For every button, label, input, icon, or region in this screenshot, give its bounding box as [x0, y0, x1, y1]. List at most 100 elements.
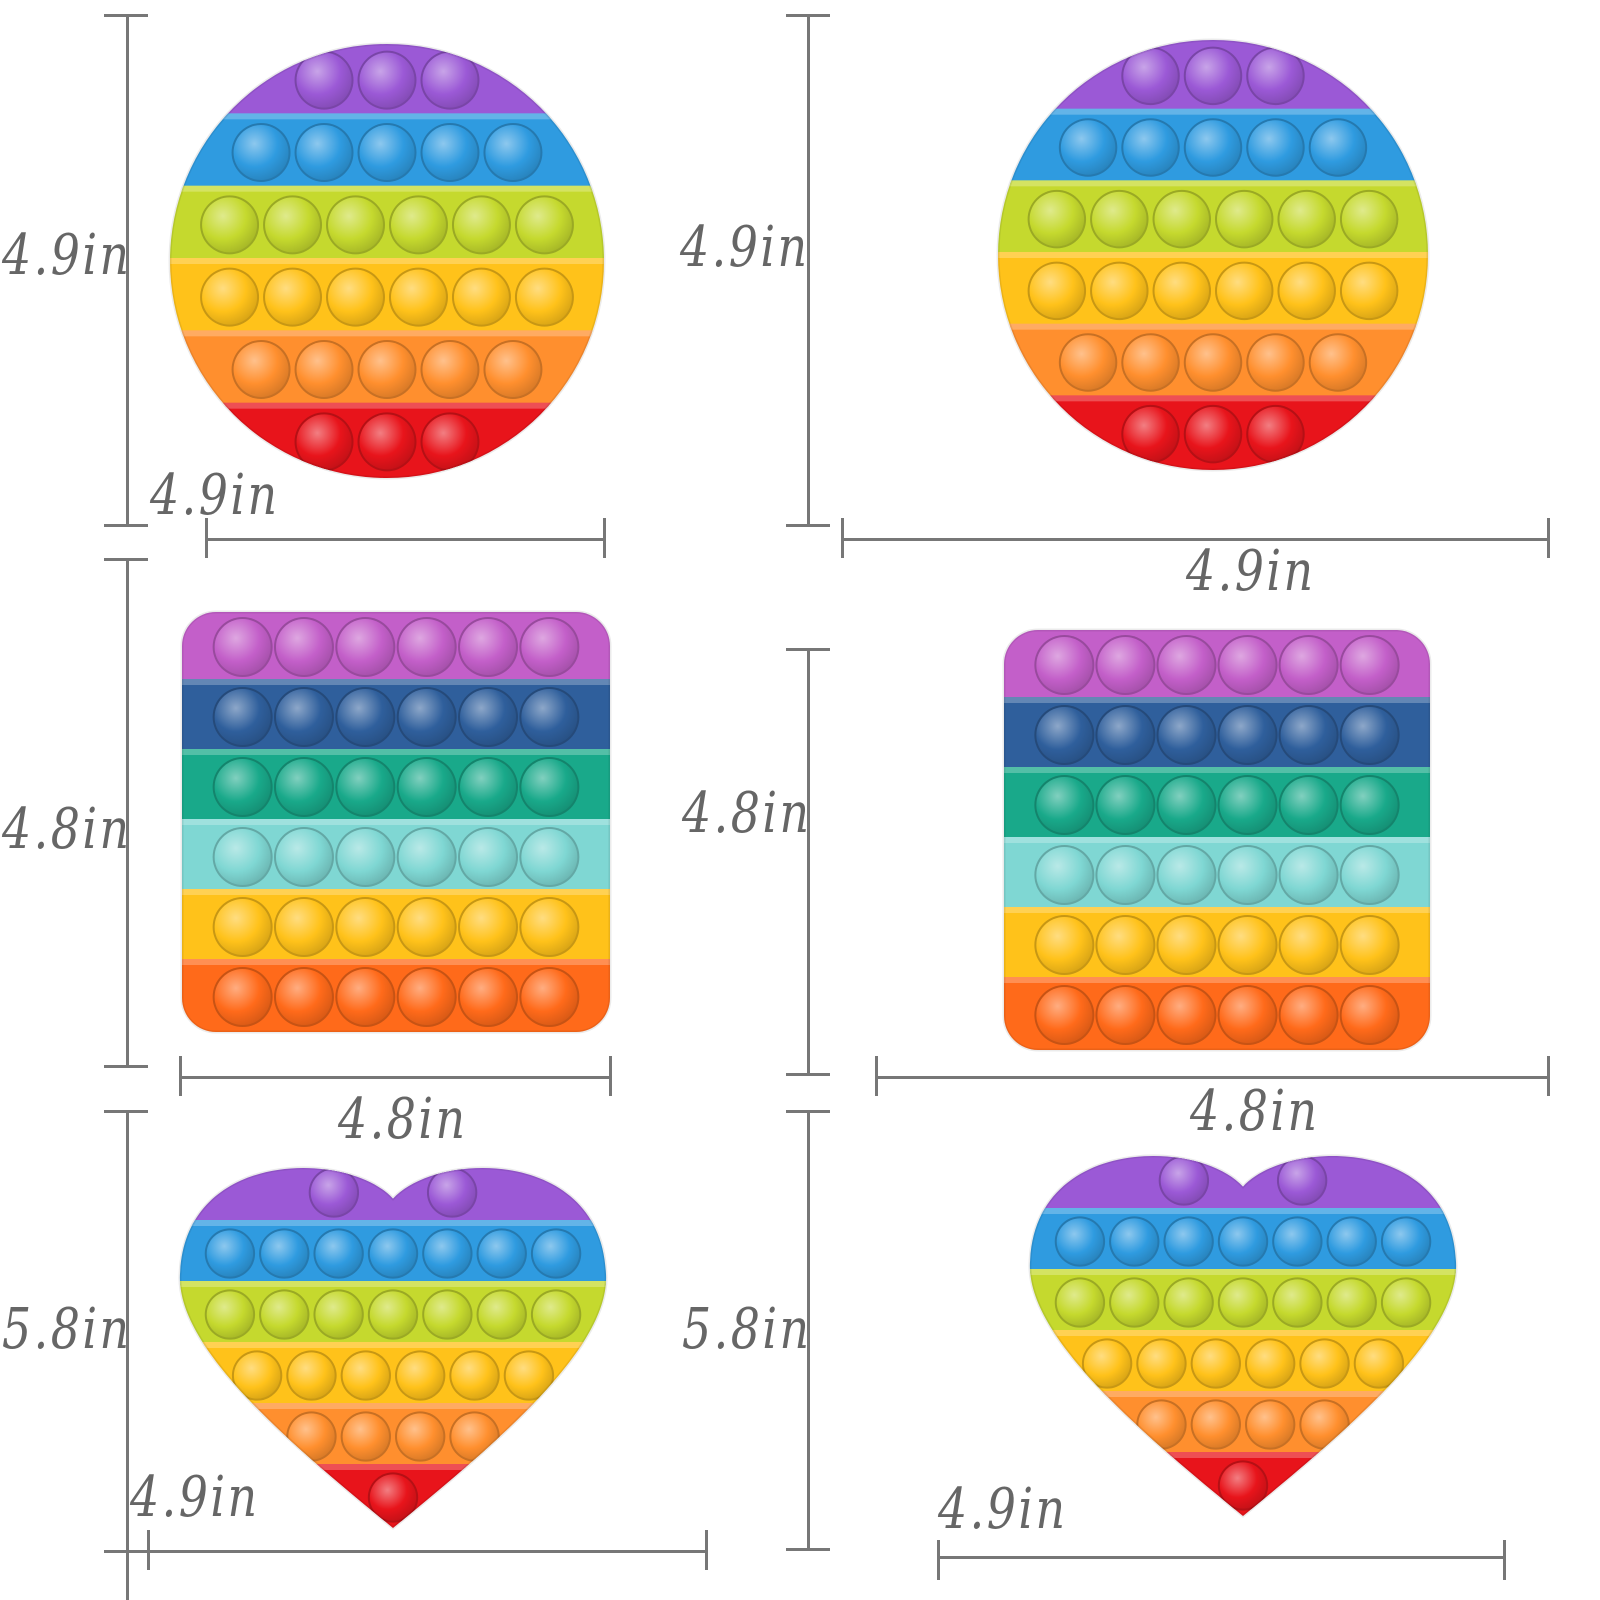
pop-bubble [1123, 335, 1178, 390]
pop-bubble [521, 759, 578, 815]
pop-bubble [1036, 777, 1093, 833]
dimension-cap [786, 1073, 830, 1076]
toy-outline [1002, 628, 1432, 1052]
pop-bubble [359, 52, 415, 108]
color-band [179, 1167, 607, 1224]
pop-bubble [1154, 191, 1209, 247]
pop-bubble [1056, 1279, 1104, 1326]
pop-bubble [460, 759, 517, 815]
height-dimension-line [807, 14, 810, 526]
pop-bubble [1280, 987, 1337, 1043]
dimension-cap [609, 1056, 612, 1096]
pop-bubble [1092, 263, 1147, 319]
pop-bubble [1158, 637, 1215, 693]
height-dimension-line [126, 14, 129, 526]
pop-bubble [1278, 1157, 1326, 1204]
height-dimension-line [807, 648, 810, 1076]
square-pop-toy [180, 610, 612, 1034]
pop-bubble [1341, 847, 1398, 903]
height-label: 4.9in [680, 215, 810, 280]
pop-bubble [1138, 1401, 1185, 1448]
band-divider [1004, 767, 1430, 773]
pop-bubble [1111, 1279, 1158, 1326]
height-label: 4.8in [682, 781, 812, 846]
pop-bubble [424, 1291, 471, 1338]
pop-bubble [1274, 1218, 1321, 1265]
pop-bubble [214, 689, 271, 745]
pop-bubble [398, 969, 455, 1025]
pop-bubble [288, 1352, 335, 1399]
pop-bubble [1219, 707, 1276, 763]
pop-bubble [1341, 987, 1398, 1043]
width-label: 4.8in [338, 1087, 468, 1152]
pop-bubble [275, 689, 332, 745]
pop-bubble [398, 899, 455, 955]
height-dimension-line [126, 558, 129, 1068]
pop-bubble [1248, 48, 1303, 104]
pop-bubble [460, 969, 517, 1025]
pop-bubble [1111, 1218, 1158, 1265]
band-divider [1029, 1208, 1457, 1214]
pop-bubble [1328, 1218, 1375, 1265]
band-divider [998, 180, 1428, 187]
pop-bubble [275, 759, 332, 815]
pop-bubble [214, 899, 271, 955]
width-dimension-line [180, 1076, 612, 1079]
pop-bubble [428, 1169, 476, 1216]
pop-bubble [391, 269, 446, 325]
color-band [1029, 1155, 1457, 1212]
toy-outline [996, 38, 1430, 472]
pop-bubble [1185, 406, 1241, 462]
pop-bubble [1219, 1218, 1267, 1265]
dimension-cap [104, 558, 148, 561]
pop-bubble [1248, 120, 1303, 175]
pop-bubble [1274, 1279, 1321, 1326]
pop-bubble [342, 1413, 389, 1460]
dimension-cap [603, 518, 606, 558]
pop-bubble [1158, 777, 1215, 833]
pop-bubble [1219, 777, 1276, 833]
pop-bubble [214, 829, 271, 885]
pop-bubble [1247, 1340, 1294, 1387]
pop-bubble [206, 1291, 254, 1338]
pop-bubble [1217, 191, 1272, 247]
pop-bubble [391, 197, 446, 253]
width-label: 4.8in [1190, 1079, 1320, 1144]
pop-bubble [1036, 987, 1093, 1043]
pop-bubble [398, 619, 455, 675]
pop-bubble [206, 1230, 254, 1277]
pop-bubble [516, 197, 572, 253]
pop-bubble [397, 1352, 444, 1399]
dimension-cap [1503, 1540, 1506, 1580]
pop-bubble [1279, 263, 1334, 319]
pop-bubble [460, 829, 517, 885]
pop-bubble [275, 899, 332, 955]
pop-bubble [1219, 637, 1276, 693]
pop-bubble [233, 342, 289, 397]
dimension-cap [1547, 1056, 1550, 1096]
pop-bubble [1310, 335, 1366, 390]
band-divider [170, 113, 604, 120]
pop-bubble [1279, 191, 1334, 247]
pop-bubble [485, 342, 541, 397]
pop-bubble [214, 969, 271, 1025]
band-divider [1029, 1330, 1457, 1336]
pop-bubble [521, 829, 578, 885]
pop-bubble [532, 1291, 580, 1338]
pop-bubble [1310, 120, 1366, 175]
width-dimension-line [842, 538, 1550, 541]
dimension-cap [841, 518, 844, 558]
dimension-cap [179, 1056, 182, 1096]
dimension-cap [875, 1056, 878, 1096]
pop-bubble [1192, 1401, 1239, 1448]
width-dimension-line [148, 1550, 708, 1553]
band-divider [170, 185, 604, 192]
band-divider [998, 323, 1428, 330]
heart-pop-toy [1028, 1154, 1458, 1518]
pop-bubble [1056, 1218, 1104, 1265]
band-divider [182, 679, 610, 685]
band-divider [182, 889, 610, 895]
pop-bubble [1158, 987, 1215, 1043]
pop-bubble [1036, 707, 1093, 763]
pop-bubble [315, 1291, 362, 1338]
